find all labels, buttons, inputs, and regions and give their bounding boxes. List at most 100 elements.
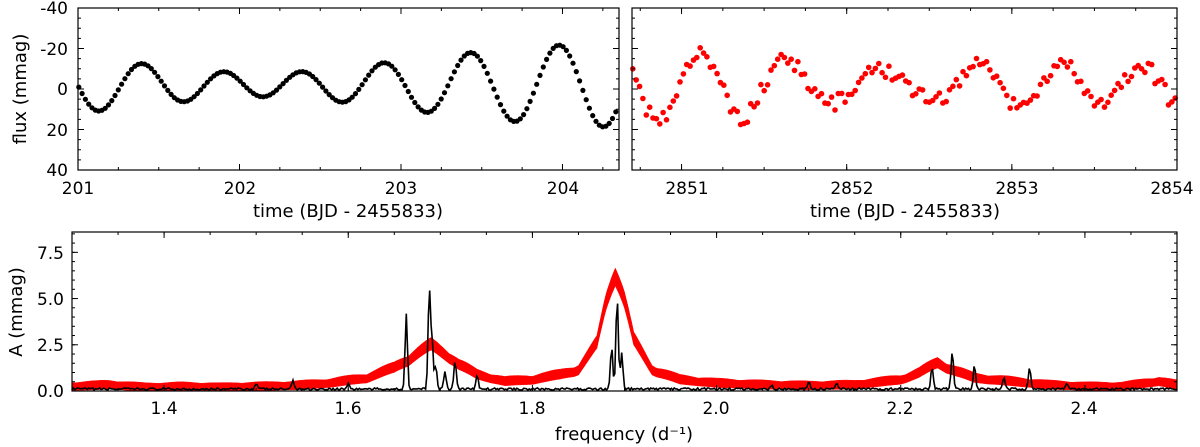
b-ytick-label: 5.0 [37,290,64,310]
data-point [540,64,546,70]
data-point [1037,81,1044,88]
data-point [1142,69,1148,76]
data-point [1010,95,1017,102]
b-frame [71,231,1178,392]
data-point [530,90,537,96]
panel-top-right: 2851 2852 2853 2854 time (BJD - 2455833) [630,7,1194,222]
data-point [724,92,730,99]
data-point [563,47,570,54]
data-point [1068,58,1074,65]
data-point [640,95,646,102]
tl-ylabel: flux (mmag) [10,34,31,145]
data-point [704,54,710,60]
data-point [583,97,589,103]
b-xlabel: frequency (d⁻¹) [555,424,693,445]
tl-xtick-label: 202 [224,179,256,199]
data-point [1054,63,1061,70]
data-point [1091,103,1098,109]
b-xtick-label: 1.6 [334,399,361,419]
data-point [983,58,990,65]
data-point [801,71,808,77]
data-point [501,108,507,114]
data-point [906,79,912,86]
data-point [349,94,355,100]
data-point [761,87,767,94]
data-point [993,73,1000,79]
data-point [79,90,85,97]
data-point [194,90,200,97]
data-point [643,112,650,118]
data-point [277,84,283,90]
data-point [758,81,764,88]
data-point [865,64,872,71]
data-point [165,87,171,93]
tl-xtick-label: 201 [62,179,94,199]
data-point [326,92,332,98]
data-point [198,87,204,93]
tl-frame [77,7,620,171]
data-point [524,106,530,112]
tr-data-points [630,45,1178,128]
data-point [504,113,510,119]
data-point [734,108,741,115]
data-point [1162,81,1168,88]
data-point [886,63,892,69]
data-point [663,117,670,123]
data-point [677,79,683,85]
data-point [781,54,788,61]
tl-ytick-label: 40 [46,161,68,181]
data-point [1108,92,1114,98]
data-point [869,69,875,76]
data-point [102,105,108,111]
data-point [1064,64,1071,70]
data-point [876,60,882,67]
data-point [405,88,411,95]
data-point [458,57,464,63]
data-point [441,90,448,96]
tl-data-points [76,42,619,130]
b-xtick-label: 1.4 [150,399,177,419]
data-point [946,87,953,93]
data-point [517,116,523,122]
data-point [119,81,125,87]
data-point [359,82,365,88]
data-point [960,68,966,75]
data-point [438,96,444,102]
data-point [408,94,415,100]
data-point [1088,93,1094,100]
data-point [237,78,243,84]
data-point [488,78,494,84]
data-point [168,91,174,97]
data-point [590,113,596,119]
data-point [451,69,457,75]
data-point [818,90,825,97]
data-point [899,72,906,78]
data-point [1044,78,1050,85]
data-point [395,71,401,77]
data-point [1034,93,1040,99]
data-point [389,63,395,69]
data-point [586,105,593,111]
data-point [842,99,848,105]
data-point [950,83,956,90]
data-point [362,77,368,83]
data-point [667,104,673,111]
data-point [606,120,612,126]
data-point [825,100,831,107]
data-point [280,81,286,87]
data-point [973,55,980,62]
tr-xtick-label: 2852 [830,179,873,199]
b-xtick-label: 2.4 [1070,399,1097,419]
data-point [680,71,687,77]
tl-ytick-label: 20 [46,121,68,141]
data-point [323,88,329,94]
data-point [320,84,326,90]
data-point [987,67,993,73]
data-point [1084,88,1091,94]
data-point [710,63,717,70]
tl-ticks [77,7,619,171]
b-ticks [71,232,1178,392]
tr-ticks [632,7,1178,171]
red-spectrum-band [71,267,1178,392]
data-point [862,70,869,77]
